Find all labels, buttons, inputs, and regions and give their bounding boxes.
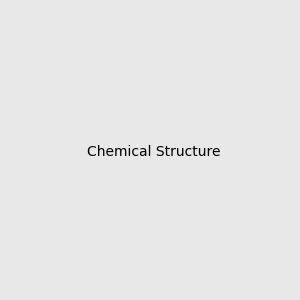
Text: Chemical Structure: Chemical Structure [87, 145, 220, 158]
